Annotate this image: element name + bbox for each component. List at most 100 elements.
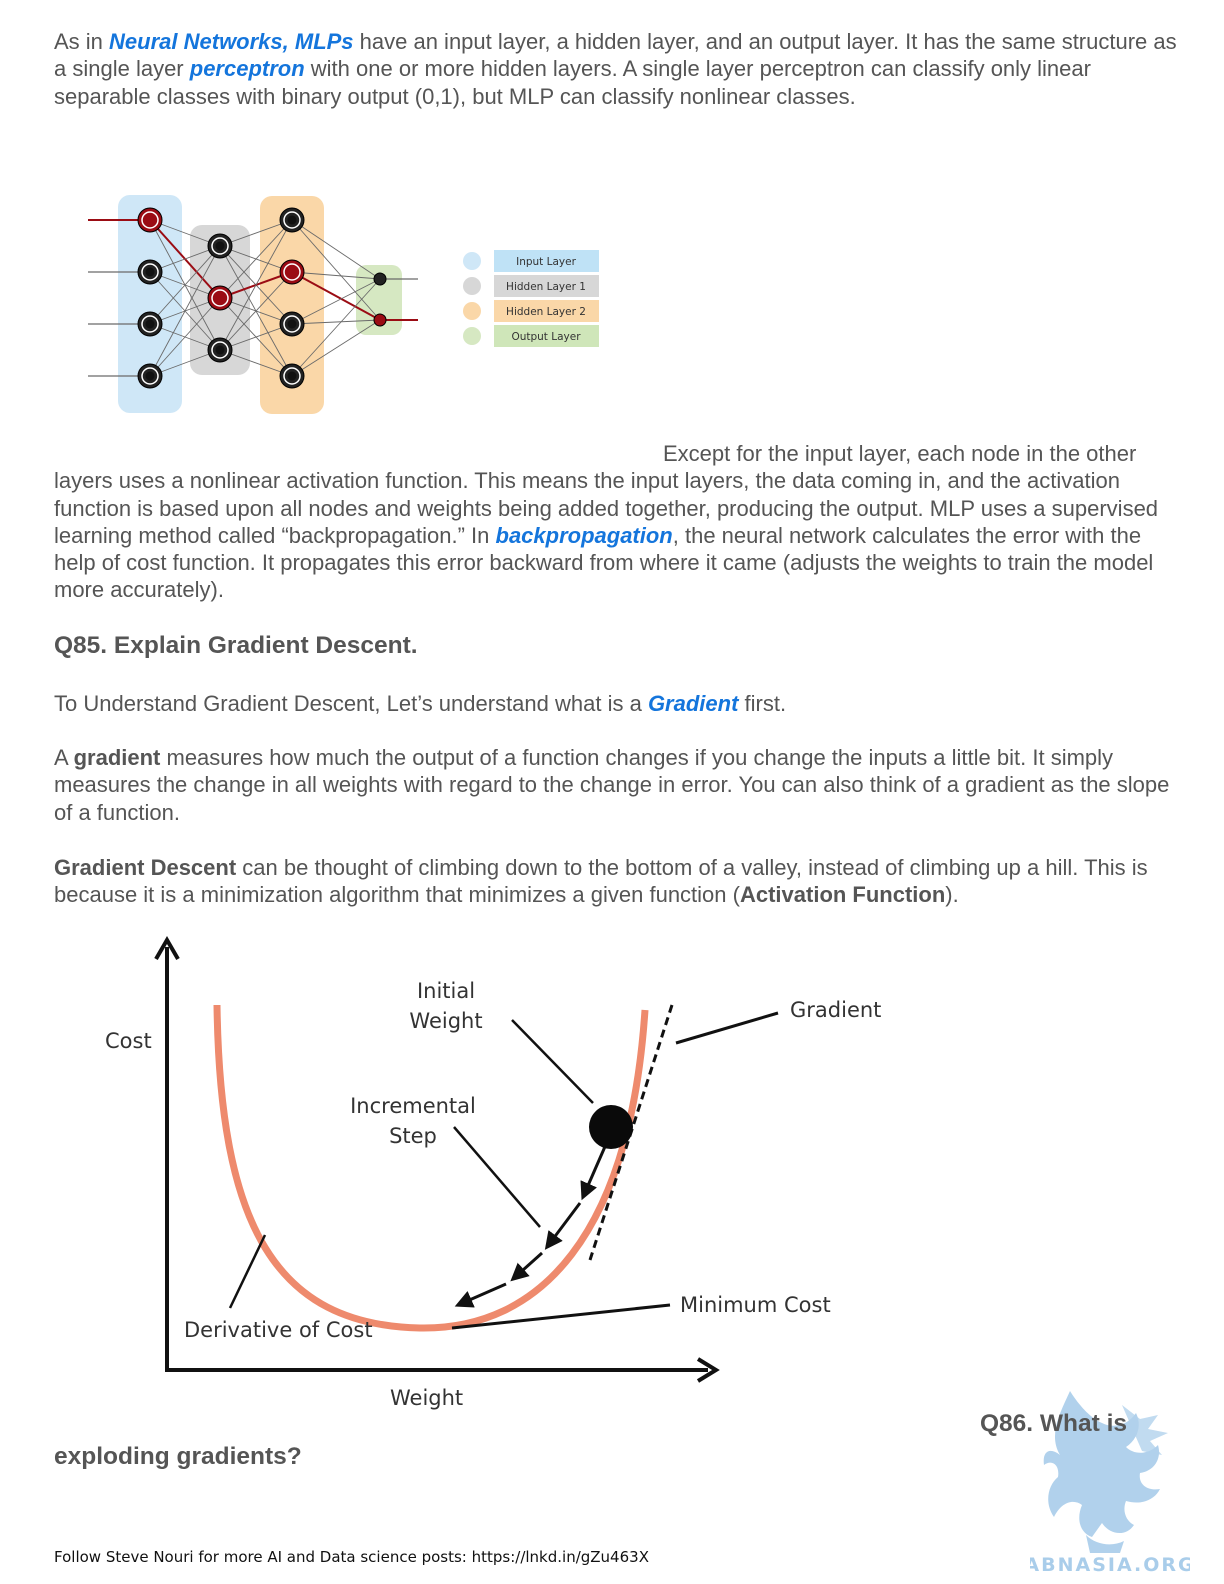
network-node-core	[287, 215, 297, 225]
bold-text: gradient	[73, 745, 161, 770]
legend-input-label: Input Layer	[516, 256, 576, 268]
legend-input-dot	[463, 252, 481, 270]
text: can be thought of climbing down to the b…	[54, 855, 1148, 908]
network-edge	[149, 245, 221, 325]
text: with one or more hidden layers. A single…	[54, 56, 1091, 109]
incremental-step-pointer	[453, 1126, 541, 1228]
network-edge	[219, 271, 293, 351]
legend-output-label: Output Layer	[511, 331, 581, 343]
network-node	[373, 313, 387, 327]
incremental-step-label: Step	[389, 1124, 437, 1148]
legend-hidden2-dot	[463, 302, 481, 320]
minimum-cost-label: Minimum Cost	[680, 1293, 831, 1317]
network-node-ring	[211, 341, 229, 359]
network-edge	[219, 219, 293, 351]
incremental-step-label: Incremental	[350, 1094, 476, 1118]
text: measures how much the output of a functi…	[54, 745, 1170, 825]
derivative-label: Derivative of Cost	[184, 1318, 373, 1342]
mlp-paragraph: Except for the input layer, each node in…	[54, 440, 1180, 604]
network-edge	[291, 278, 381, 377]
abnasia-watermark-logo: ABNASIA.ORG	[1030, 1391, 1190, 1576]
legend-hidden2-label: Hidden Layer 2	[506, 306, 586, 318]
cost-curve	[213, 1004, 649, 1332]
network-node-core	[145, 371, 155, 381]
legend-hidden1-dot	[463, 277, 481, 295]
network-node-core	[215, 345, 225, 355]
footer-note: Follow Steve Nouri for more AI and Data …	[54, 1548, 649, 1566]
text: Except for the input layer, each node in…	[663, 441, 1137, 466]
bold-text: Activation Function	[739, 882, 946, 908]
network-node-core	[287, 267, 297, 277]
network-edge	[291, 319, 381, 325]
link-gradient[interactable]: Gradient	[647, 691, 739, 716]
network-node-core	[215, 241, 225, 251]
x-axis-label: Weight	[390, 1386, 463, 1410]
y-axis-arrow-icon	[154, 936, 180, 961]
intro-paragraph: As in Neural Networks, MLPs have an inpu…	[54, 28, 1180, 110]
text: , the neural network calculates the erro…	[54, 522, 1154, 603]
network-node-ring	[283, 315, 301, 333]
legend-hidden1-label: Hidden Layer 1	[506, 281, 586, 293]
link-perceptron[interactable]: perceptron	[189, 56, 305, 82]
step-arrow	[510, 1251, 544, 1282]
gradient-pointer	[675, 1011, 779, 1045]
network-edge	[219, 219, 293, 247]
initial-weight-pointer	[511, 1019, 594, 1104]
network-node-ring	[141, 211, 159, 229]
network-node-core	[145, 319, 155, 329]
network-node-core	[145, 267, 155, 277]
q85-paragraph-1: To Understand Gradient Descent, Let’s un…	[54, 690, 1180, 717]
network-edge	[291, 271, 381, 280]
link-backpropagation[interactable]: backpropagation	[495, 522, 673, 548]
network-edge	[291, 278, 381, 325]
output-layer-box	[356, 265, 402, 335]
hidden-layer-2-box	[260, 196, 324, 414]
network-edge	[149, 245, 221, 377]
network-node-ring	[211, 237, 229, 255]
network-edge	[219, 349, 293, 377]
link-neural-networks[interactable]: Neural Networks, MLPs	[109, 29, 354, 54]
initial-weight-label: Weight	[409, 1009, 482, 1033]
network-node-ring	[141, 367, 159, 385]
derivative-pointer	[228, 1234, 267, 1309]
network-node-core	[145, 215, 155, 225]
initial-weight-label: Initial	[417, 979, 475, 1003]
network-node-ring	[283, 263, 301, 281]
minimum-cost-pointer	[451, 1303, 671, 1330]
text: A	[54, 745, 74, 770]
q85-paragraph-2: A gradient measures how much the output …	[54, 744, 1180, 826]
initial-weight-ball	[589, 1105, 633, 1149]
text: To Understand Gradient Descent, Let’s un…	[54, 691, 648, 716]
network-node-ring	[283, 367, 301, 385]
watermark-text: ABNASIA.ORG	[1030, 1554, 1190, 1576]
network-edge	[291, 319, 381, 377]
text: have an input layer, a hidden layer, and…	[54, 29, 1177, 82]
x-axis-arrow-icon	[696, 1357, 720, 1383]
text: ).	[945, 882, 959, 908]
network-node-ring	[283, 211, 301, 229]
text: first.	[738, 691, 787, 716]
network-edge	[291, 219, 381, 321]
legend-output-dot	[463, 327, 481, 345]
bold-text: Gradient Descent	[54, 855, 237, 880]
step-arrow	[544, 1202, 582, 1250]
network-node-ring	[141, 263, 159, 281]
gradient-label: Gradient	[790, 998, 881, 1022]
network-edge	[219, 219, 293, 299]
y-axis-label: Cost	[105, 1029, 152, 1053]
network-node-core	[287, 319, 297, 329]
step-arrow	[454, 1282, 507, 1308]
network-edge	[291, 219, 381, 280]
q86-heading-part1: Q86. What is	[980, 1410, 1128, 1437]
network-node-ring	[141, 315, 159, 333]
network-edge	[149, 297, 221, 377]
network-edge	[219, 323, 293, 351]
gradient-descent-figure: Cost Weight Initial Weight Incremental S…	[105, 936, 881, 1410]
network-node	[373, 272, 387, 286]
mlp-network-figure: Input Layer Hidden Layer 1 Hidden Layer …	[88, 195, 599, 414]
q85-paragraph-3: Gradient Descent can be thought of climb…	[54, 854, 1180, 909]
network-node-ring	[211, 289, 229, 307]
network-node-core	[287, 371, 297, 381]
text: As in	[54, 29, 110, 54]
